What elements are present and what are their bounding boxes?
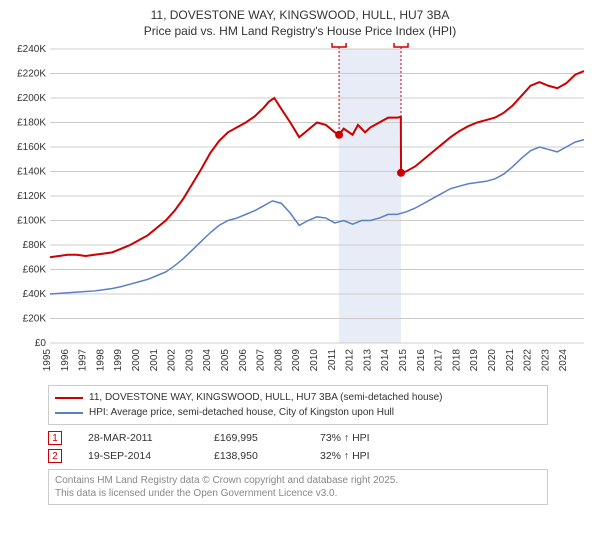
- transaction-date: 19-SEP-2014: [88, 450, 188, 462]
- x-tick-label: 2019: [469, 349, 480, 372]
- attribution-box: Contains HM Land Registry data © Crown c…: [48, 469, 548, 505]
- transaction-marker: 1: [48, 431, 62, 445]
- sale-marker-number: 1: [336, 43, 342, 46]
- x-tick-label: 2010: [309, 349, 320, 372]
- y-tick-label: £60K: [23, 265, 47, 276]
- y-tick-label: £160K: [17, 142, 46, 153]
- x-tick-label: 2016: [416, 349, 427, 372]
- chart-legend: 11, DOVESTONE WAY, KINGSWOOD, HULL, HU7 …: [48, 385, 548, 425]
- attribution-line1: Contains HM Land Registry data © Crown c…: [55, 474, 541, 487]
- x-tick-label: 2017: [434, 349, 445, 372]
- x-tick-label: 2005: [220, 349, 231, 372]
- x-tick-label: 1999: [113, 349, 124, 372]
- x-tick-label: 1998: [95, 349, 106, 372]
- x-tick-label: 1995: [42, 349, 53, 372]
- x-tick-label: 2013: [362, 349, 373, 372]
- x-tick-label: 1997: [78, 349, 89, 372]
- transaction-price: £138,950: [214, 450, 294, 462]
- y-tick-label: £100K: [17, 216, 46, 227]
- transaction-marker: 2: [48, 449, 62, 463]
- legend-swatch: [55, 397, 83, 399]
- x-tick-label: 2024: [558, 349, 569, 372]
- x-tick-label: 2022: [523, 349, 534, 372]
- attribution-line2: This data is licensed under the Open Gov…: [55, 487, 541, 500]
- x-tick-label: 2008: [273, 349, 284, 372]
- sale-marker-number: 2: [398, 43, 404, 46]
- page-title-line1: 11, DOVESTONE WAY, KINGSWOOD, HULL, HU7 …: [8, 8, 592, 24]
- hpi-series-line: [50, 140, 584, 294]
- y-tick-label: £180K: [17, 118, 46, 129]
- x-tick-label: 2011: [327, 349, 338, 371]
- sale-marker-dot: [335, 131, 343, 139]
- transaction-price: £169,995: [214, 432, 294, 444]
- legend-item: HPI: Average price, semi-detached house,…: [55, 405, 541, 420]
- transaction-pct: 73% ↑ HPI: [320, 432, 400, 444]
- x-tick-label: 2000: [131, 349, 142, 372]
- sale-marker-dot: [397, 169, 405, 177]
- y-tick-label: £140K: [17, 167, 46, 178]
- page-title-line2: Price paid vs. HM Land Registry's House …: [8, 24, 592, 40]
- y-tick-label: £80K: [23, 240, 47, 251]
- legend-label: 11, DOVESTONE WAY, KINGSWOOD, HULL, HU7 …: [89, 390, 442, 405]
- y-tick-label: £240K: [17, 44, 46, 55]
- y-tick-label: £120K: [17, 191, 46, 202]
- transaction-row: 2 19-SEP-2014 £138,950 32% ↑ HPI: [48, 449, 592, 463]
- x-tick-label: 2015: [398, 349, 409, 372]
- y-tick-label: £20K: [23, 314, 47, 325]
- x-tick-label: 2002: [167, 349, 178, 372]
- x-tick-label: 2004: [202, 349, 213, 372]
- x-tick-label: 2007: [256, 349, 267, 372]
- x-tick-label: 2023: [540, 349, 551, 372]
- price-series-line: [50, 71, 584, 257]
- legend-label: HPI: Average price, semi-detached house,…: [89, 405, 394, 420]
- x-tick-label: 2001: [149, 349, 160, 372]
- x-tick-label: 2009: [291, 349, 302, 372]
- y-tick-label: £40K: [23, 289, 47, 300]
- y-tick-label: £200K: [17, 93, 46, 104]
- x-tick-label: 2003: [184, 349, 195, 372]
- y-tick-label: £220K: [17, 69, 46, 80]
- x-tick-label: 2021: [505, 349, 516, 372]
- transaction-pct: 32% ↑ HPI: [320, 450, 400, 462]
- transaction-row: 1 28-MAR-2011 £169,995 73% ↑ HPI: [48, 431, 592, 445]
- legend-swatch: [55, 412, 83, 414]
- x-tick-label: 1996: [60, 349, 71, 372]
- x-tick-label: 2014: [380, 349, 391, 372]
- x-tick-label: 2018: [451, 349, 462, 372]
- y-tick-label: £0: [35, 338, 47, 349]
- x-tick-label: 2006: [238, 349, 249, 372]
- price-vs-hpi-chart: £0 £20K £40K £60K £80K £100K £120K £140K £160K £1…: [8, 43, 588, 383]
- legend-item: 11, DOVESTONE WAY, KINGSWOOD, HULL, HU7 …: [55, 390, 541, 405]
- x-tick-label: 2020: [487, 349, 498, 372]
- transaction-date: 28-MAR-2011: [88, 432, 188, 444]
- transaction-list: 1 28-MAR-2011 £169,995 73% ↑ HPI 2 19-SEP-201…: [8, 431, 592, 463]
- x-tick-label: 2012: [345, 349, 356, 372]
- chart-container: £0 £20K £40K £60K £80K £100K £120K £140K £160K £1…: [8, 43, 592, 383]
